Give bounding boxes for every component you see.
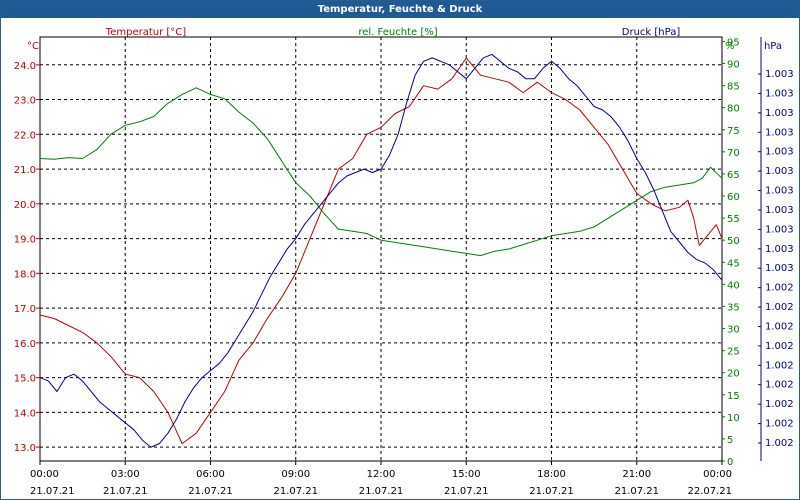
x-tick-date: 21.07.21 [529, 486, 574, 497]
humidity-tick-label: 50 [727, 236, 740, 247]
humidity-tick-label: 30 [727, 325, 740, 336]
temperature-tick-label: 15.0 [14, 374, 36, 385]
x-tick-time: 15:00 [452, 469, 481, 480]
humidity-tick-label: 40 [727, 280, 740, 291]
x-tick-date: 21.07.21 [188, 486, 233, 497]
window-title: Temperatur, Feuchte & Druck [1, 1, 799, 18]
pressure-tick-label: 1.002 [765, 380, 794, 391]
humidity-tick-label: 15 [727, 391, 740, 402]
x-tick-time: 09:00 [281, 469, 310, 480]
x-tick-time: 00:00 [30, 469, 59, 480]
x-tick-time: 12:00 [367, 469, 396, 480]
pressure-tick-label: 1.003 [765, 108, 794, 119]
pressure-tick-label: 1.002 [765, 419, 794, 430]
pressure-tick-label: 1.003 [765, 244, 794, 255]
pressure-series-line [39, 53, 723, 448]
x-tick-time: 03:00 [111, 469, 140, 480]
humidity-tick-label: 10 [727, 413, 740, 424]
x-tick-date: 21.07.21 [359, 486, 404, 497]
humidity-tick-label: 0 [727, 457, 733, 468]
humidity-tick-label: 5 [727, 435, 733, 446]
pressure-ticks: 1.002 1.002 1.002 1.002 1.002 1.002 1.002 1.002… [758, 37, 794, 461]
grid [40, 37, 722, 461]
x-tick-date: 21.07.21 [614, 486, 659, 497]
temperature-axis-label: Temperatur [°C] [105, 27, 186, 38]
humidity-tick-label: 95 [727, 37, 740, 48]
humidity-unit: % [725, 41, 735, 52]
x-tick-time: 06:00 [196, 469, 225, 480]
temperature-unit: °C [27, 41, 39, 52]
humidity-tick-label: 70 [727, 148, 740, 159]
pressure-tick-label: 1.003 [765, 147, 794, 158]
humidity-tick-label: 90 [727, 60, 740, 71]
pressure-tick-label: 1.003 [765, 88, 794, 99]
x-tick-time: 00:00 [703, 469, 732, 480]
series-layer [39, 53, 723, 448]
temperature-tick-label: 22.0 [14, 130, 36, 141]
pressure-unit: hPa [764, 41, 782, 52]
pressure-tick-label: 1.003 [765, 166, 794, 177]
temperature-tick-label: 19.0 [14, 235, 36, 246]
humidity-tick-label: 80 [727, 104, 740, 115]
x-tick-date: 22.07.21 [687, 486, 732, 497]
temperature-series-line [39, 57, 723, 445]
pressure-tick-label: 1.003 [765, 186, 794, 197]
pressure-tick-label: 1.002 [765, 438, 794, 449]
x-tick-time: 18:00 [537, 469, 566, 480]
humidity-tick-label: 45 [727, 258, 740, 269]
humidity-tick-label: 25 [727, 347, 740, 358]
pressure-axis-label: Druck [hPa] [622, 27, 681, 38]
x-tick-date: 21.07.21 [30, 486, 75, 497]
humidity-ticks: 0 5 10 15 20 25 30 35 40 45 50 55 60 65 70 75 80 85 90 95 [722, 37, 740, 468]
pressure-tick-label: 1.002 [765, 399, 794, 410]
humidity-tick-label: 60 [727, 192, 740, 203]
temperature-tick-label: 16.0 [14, 339, 36, 350]
pressure-tick-label: 1.003 [765, 263, 794, 274]
pressure-tick-label: 1.003 [765, 224, 794, 235]
x-tick-date: 21.07.21 [273, 486, 318, 497]
humidity-tick-label: 75 [727, 126, 740, 137]
humidity-tick-label: 85 [727, 82, 740, 93]
pressure-tick-label: 1.003 [765, 127, 794, 138]
humidity-tick-label: 20 [727, 369, 740, 380]
pressure-tick-label: 1.003 [765, 205, 794, 216]
humidity-series-line [39, 87, 723, 257]
humidity-axis-label: rel. Feuchte [%] [358, 27, 437, 38]
temperature-tick-label: 13.0 [14, 443, 36, 454]
pressure-tick-label: 1.003 [765, 69, 794, 80]
pressure-tick-label: 1.002 [765, 283, 794, 294]
temperature-tick-label: 20.0 [14, 200, 36, 211]
x-tick-time: 21:00 [622, 469, 651, 480]
x-tick-date: 21.07.21 [103, 486, 148, 497]
humidity-tick-label: 65 [727, 170, 740, 181]
temperature-tick-label: 18.0 [14, 269, 36, 280]
pressure-tick-label: 1.002 [765, 341, 794, 352]
x-axis-ticks: 00:00 21.07.21 03:00 21.07.21 06:00 21.07.21 0… [30, 461, 732, 497]
temperature-tick-label: 21.0 [14, 165, 36, 176]
temperature-tick-label: 14.0 [14, 408, 36, 419]
pressure-tick-label: 1.002 [765, 302, 794, 313]
temperature-tick-label: 24.0 [14, 61, 36, 72]
humidity-tick-label: 35 [727, 302, 740, 313]
x-tick-date: 21.07.21 [444, 486, 489, 497]
pressure-tick-label: 1.002 [765, 360, 794, 371]
pressure-tick-label: 1.002 [765, 321, 794, 332]
humidity-tick-label: 55 [727, 214, 740, 225]
temperature-tick-label: 23.0 [14, 96, 36, 107]
temperature-ticks: 13.0 14.0 15.0 16.0 17.0 18.0 19.0 20.0 21.0 22.0… [14, 61, 40, 454]
temperature-tick-label: 17.0 [14, 304, 36, 315]
